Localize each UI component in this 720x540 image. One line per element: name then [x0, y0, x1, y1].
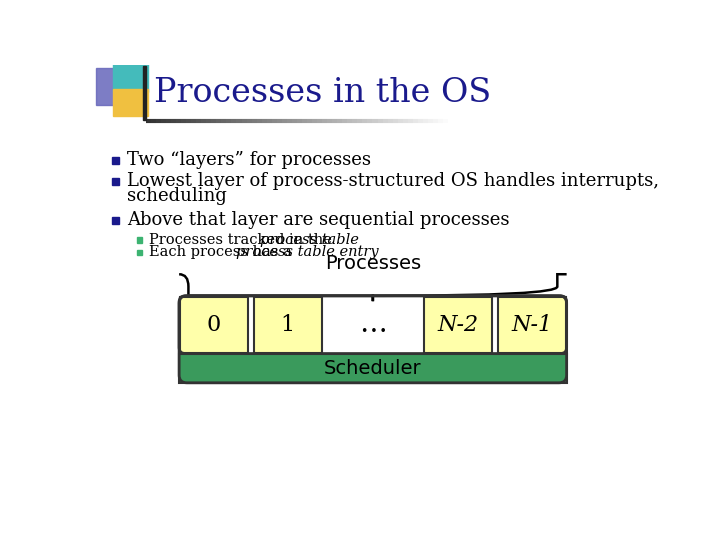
Text: N-1: N-1 — [511, 314, 552, 336]
Text: 1: 1 — [281, 314, 294, 336]
FancyBboxPatch shape — [498, 296, 566, 353]
Text: …: … — [359, 311, 387, 338]
Bar — [112, 178, 119, 185]
Bar — [96, 68, 139, 105]
Bar — [137, 237, 142, 242]
FancyBboxPatch shape — [253, 296, 322, 353]
Bar — [112, 217, 119, 224]
Text: Lowest layer of process-structured OS handles interrupts,: Lowest layer of process-structured OS ha… — [127, 172, 660, 190]
Bar — [113, 90, 148, 117]
Bar — [137, 249, 142, 255]
Text: Two “layers” for processes: Two “layers” for processes — [127, 151, 372, 169]
Text: Processes: Processes — [325, 254, 421, 273]
Text: process table entry: process table entry — [235, 245, 378, 259]
Text: Each process has a: Each process has a — [149, 245, 297, 259]
Bar — [143, 66, 145, 120]
Text: Processes tracked in the: Processes tracked in the — [149, 233, 336, 247]
Text: Scheduler: Scheduler — [324, 359, 422, 377]
Text: process table: process table — [260, 233, 359, 247]
FancyBboxPatch shape — [180, 296, 248, 353]
Bar — [113, 63, 148, 92]
FancyBboxPatch shape — [424, 296, 492, 353]
FancyBboxPatch shape — [179, 354, 567, 383]
Bar — [112, 157, 119, 164]
Text: Processes in the OS: Processes in the OS — [153, 77, 491, 109]
Text: Above that layer are sequential processes: Above that layer are sequential processe… — [127, 211, 510, 230]
Text: scheduling: scheduling — [127, 187, 227, 205]
Text: N-2: N-2 — [438, 314, 479, 336]
Text: 0: 0 — [207, 314, 221, 336]
